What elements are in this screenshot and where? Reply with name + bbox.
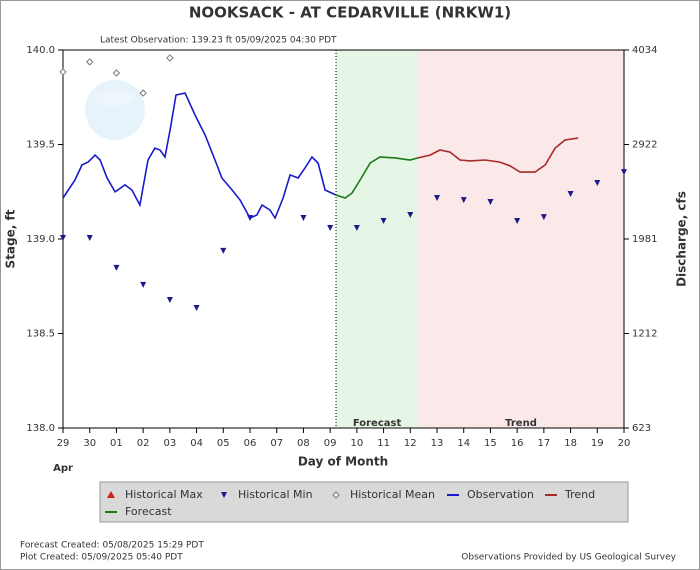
x-tick-label: 17 — [537, 438, 550, 449]
x-tick-label: 09 — [324, 438, 337, 449]
y-tick-label: 140.0 — [26, 45, 55, 56]
hist-min-marker — [434, 194, 440, 201]
x-tick-label: 20 — [618, 438, 631, 449]
legend-swatch — [221, 492, 227, 498]
x-tick-label: 19 — [591, 438, 604, 449]
hist-mean-marker — [86, 58, 94, 66]
hist-min-marker — [353, 225, 360, 232]
hist-min-marker — [514, 218, 521, 225]
x-tick-label: 30 — [83, 438, 96, 449]
x-tick-label: 18 — [564, 438, 577, 449]
hist-min-marker — [540, 214, 547, 221]
x-tick-label: 14 — [457, 438, 470, 449]
series-line — [335, 156, 419, 199]
y-tick-label: 139.5 — [26, 140, 55, 151]
legend-swatch — [332, 491, 340, 499]
y2-tick-label: 4034 — [632, 45, 657, 56]
chart-title: NOOKSACK - AT CEDARVILLE (NRKW1) — [189, 4, 511, 22]
logo — [85, 80, 145, 140]
x-tick-label: 10 — [350, 438, 363, 449]
x-tick-label: 04 — [190, 438, 203, 449]
x-tick-label: 01 — [110, 438, 123, 449]
region-label: Trend — [505, 418, 537, 429]
x-tick-label: 16 — [511, 438, 524, 449]
subtitle: Latest Observation: 139.23 ft 05/09/2025… — [100, 36, 337, 46]
hist-min-marker — [300, 215, 307, 222]
legend-label: Trend — [564, 488, 595, 501]
series-line — [62, 92, 337, 220]
hist-mean-marker — [59, 68, 67, 76]
x-tick-label: 12 — [404, 438, 417, 449]
legend-label: Historical Mean — [350, 488, 435, 501]
legend-label: Historical Max — [125, 488, 203, 501]
y-tick-label: 138.5 — [26, 329, 55, 340]
x-tick-label: 13 — [431, 438, 444, 449]
hist-min-marker — [621, 169, 627, 176]
hist-mean-marker — [139, 89, 147, 97]
hist-min-marker — [487, 198, 494, 205]
hist-min-marker — [407, 211, 414, 218]
y-axis-label: Stage, ft — [4, 209, 18, 268]
x-tick-label: 03 — [163, 438, 176, 449]
logo — [95, 90, 135, 106]
y2-tick-label: 1981 — [632, 234, 657, 245]
x-tick-label: 02 — [137, 438, 150, 449]
legend-swatch — [107, 491, 115, 498]
month-label: Apr — [53, 463, 73, 474]
y-tick-label: 139.0 — [26, 234, 55, 245]
footer-forecast-created: Forecast Created: 05/08/2025 15:29 PDT — [20, 541, 204, 551]
hist-min-marker — [166, 297, 173, 304]
footer-credit: Observations Provided by US Geological S… — [461, 553, 676, 563]
hist-min-marker — [567, 191, 574, 198]
y2-axis-label: Discharge, cfs — [675, 191, 689, 287]
hist-min-marker — [220, 247, 227, 254]
x-tick-label: 11 — [377, 438, 390, 449]
y2-tick-label: 1212 — [632, 329, 657, 340]
x-tick-label: 05 — [217, 438, 230, 449]
hist-min-marker — [460, 197, 467, 204]
x-tick-label: 15 — [484, 438, 497, 449]
hist-min-marker — [594, 180, 601, 187]
legend-label: Historical Min — [238, 488, 313, 501]
hist-min-marker — [193, 304, 200, 311]
y2-tick-label: 623 — [632, 423, 651, 434]
x-tick-label: 29 — [57, 438, 70, 449]
x-tick-label: 07 — [270, 438, 283, 449]
region — [336, 50, 419, 428]
region-label: Forecast — [353, 418, 402, 429]
legend-label: Observation — [467, 488, 534, 501]
y2-tick-label: 2922 — [632, 140, 657, 151]
hist-min-marker — [140, 281, 147, 288]
x-axis-label: Day of Month — [298, 455, 388, 469]
hist-mean-marker — [112, 69, 121, 77]
x-tick-label: 08 — [297, 438, 310, 449]
region — [418, 50, 624, 428]
hist-min-marker — [380, 218, 387, 225]
footer-plot-created: Plot Created: 05/09/2025 05:40 PDT — [20, 553, 183, 563]
hist-min-marker — [60, 235, 66, 242]
y-tick-label: 138.0 — [26, 423, 55, 434]
hist-min-marker — [327, 225, 334, 232]
hist-min-marker — [86, 235, 93, 242]
legend-label: Forecast — [125, 505, 172, 518]
x-tick-label: 06 — [244, 438, 257, 449]
legend-box — [99, 481, 629, 523]
hist-mean-marker — [166, 54, 174, 62]
series-line — [417, 137, 579, 173]
hist-min-marker — [113, 264, 120, 271]
